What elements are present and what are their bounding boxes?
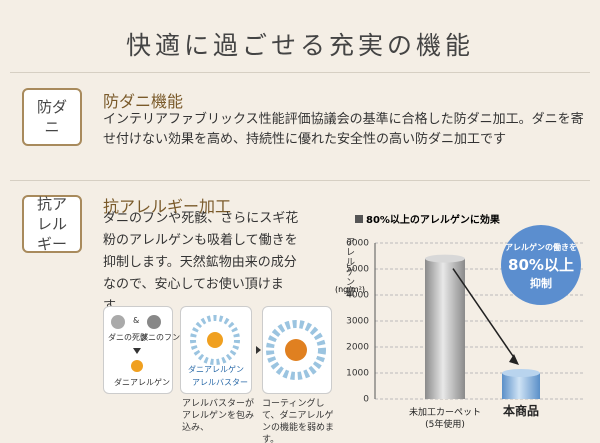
arrow <box>133 348 141 354</box>
divider <box>10 180 590 181</box>
bar-cap <box>425 254 465 263</box>
page-title: 快適に過ごせる充実の機能 <box>125 31 474 60</box>
icon <box>190 315 240 365</box>
callout-bg <box>501 225 581 305</box>
label: ダニのフン <box>140 333 181 342</box>
badge: 抗アレルギー <box>22 195 82 253</box>
arrow-head <box>509 354 519 365</box>
bar <box>502 373 540 399</box>
chart-title: 80%以上のアレルゲンに効果 <box>366 213 501 226</box>
icon <box>147 315 161 329</box>
x-tick-label: 未加工カーペット <box>409 406 481 418</box>
label: アレルバスター <box>192 378 248 387</box>
bar <box>425 258 465 399</box>
arrow <box>452 268 516 360</box>
title-marker <box>355 215 363 223</box>
y-unit: (ng/m²) <box>335 285 365 294</box>
label: ダニの死骸 <box>108 333 148 342</box>
callout-text: 80%以上 <box>508 256 574 274</box>
y-tick-label: 5000 <box>346 265 369 275</box>
callout-text: アレルゲンの働きを <box>505 242 577 252</box>
divider <box>10 72 590 73</box>
feature-heading: 防ダニ機能 <box>103 92 184 111</box>
label: & <box>133 316 140 325</box>
y-tick-label: 6000 <box>346 239 369 249</box>
x-tick-label: 本商品 <box>503 403 539 418</box>
icon <box>111 315 125 329</box>
icon <box>266 320 326 380</box>
feature-heading: 抗アレルギー加工 <box>103 197 232 216</box>
bar-cap <box>502 369 540 377</box>
badge: 防ダニ <box>22 88 82 146</box>
y-axis-label: アレルゲン量 <box>346 238 356 298</box>
label: ダニアレルゲン <box>114 378 170 387</box>
y-tick-label: 3000 <box>346 317 369 327</box>
arrow <box>256 346 261 354</box>
icon <box>207 332 223 348</box>
feature-body: インテリアファブリックス性能評価協議会の基準に合格した防ダニ加工。ダニを寄せ付け… <box>103 112 584 147</box>
feature-body: ダニのフンや死骸、さらにスギ花粉のアレルゲンも吸着して働きを抑制します。天然鉱物… <box>103 211 299 314</box>
caption: アレルバスターがアレルゲンを包み込み、 <box>182 399 255 433</box>
icon <box>285 339 307 361</box>
y-tick-label: 1000 <box>346 369 369 379</box>
caption: コーティングして、ダニアレルゲンの機能を弱めます。 <box>262 399 335 443</box>
callout-text: 抑制 <box>530 276 552 290</box>
y-tick-label: 4000 <box>346 291 369 301</box>
y-tick-label: 2000 <box>346 343 369 353</box>
x-tick-note: (5年使用) <box>425 418 465 430</box>
y-tick-label: 0 <box>363 395 369 405</box>
icon <box>131 360 143 372</box>
label: ダニアレルゲン <box>188 365 244 374</box>
